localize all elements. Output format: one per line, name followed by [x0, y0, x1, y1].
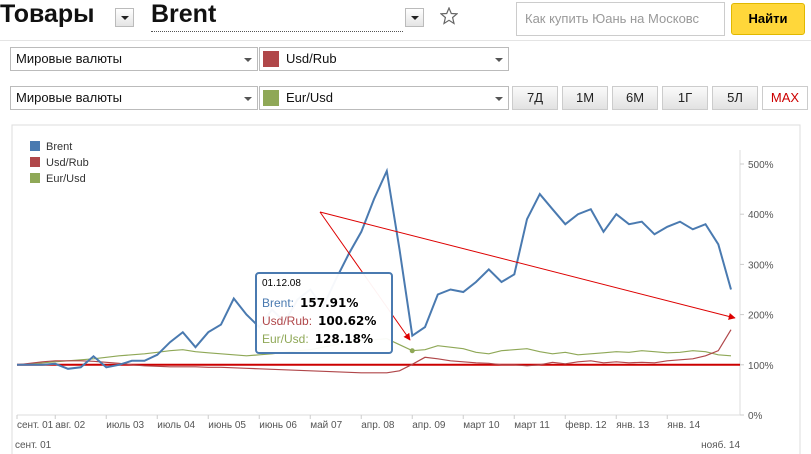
instrument-dropdown[interactable] [405, 8, 424, 27]
tooltip-label: Eur/Usd: [262, 332, 309, 346]
period-button[interactable]: 5Л [712, 86, 758, 110]
instrument-select[interactable]: Eur/Usd [259, 86, 509, 110]
tooltip-label: Usd/Rub: [262, 314, 313, 328]
tooltip-row: Eur/Usd: 128.18% [262, 330, 386, 348]
tooltip-value: 100.62% [318, 314, 377, 328]
tooltip-label: Brent: [262, 296, 295, 310]
x-tick-label: май 07 [310, 420, 342, 431]
favorite-star[interactable] [440, 7, 458, 25]
group-select[interactable]: Мировые валюты [10, 86, 258, 110]
instrument-select[interactable]: Usd/Rub [259, 47, 509, 71]
tooltip-marker [409, 348, 415, 354]
instrument-label: Eur/Usd [286, 90, 333, 105]
y-tick-label: 300% [748, 260, 774, 271]
legend-label: Usd/Rub [46, 157, 89, 169]
x-tick-label: март 11 [514, 420, 550, 431]
range-start: сент. 01 [15, 440, 52, 451]
divider [0, 40, 811, 41]
y-tick-label: 100% [748, 361, 774, 372]
group-label: Мировые валюты [16, 51, 122, 66]
x-tick-label: июль 04 [157, 420, 195, 431]
x-tick-label: апр. 08 [361, 420, 395, 431]
y-tick-label: 400% [748, 210, 774, 221]
tooltip-value: 157.91% [300, 296, 359, 310]
x-tick-label: июнь 05 [208, 420, 246, 431]
search-button[interactable]: Найти [731, 3, 805, 35]
category-title: Товары [0, 0, 95, 28]
tooltip-row: Usd/Rub: 100.62% [262, 312, 386, 330]
x-tick-label: июль 03 [106, 420, 144, 431]
tooltip-date: 01.12.08 [262, 278, 301, 289]
series-line [16, 329, 732, 374]
period-button[interactable]: 1Г [662, 86, 708, 110]
instrument-title[interactable]: Brent [151, 0, 403, 32]
x-tick-label: апр. 09 [412, 420, 446, 431]
series-line [17, 167, 732, 370]
x-tick-label: авг. 02 [55, 420, 85, 431]
plot: 0% 100% 200% 300% 400% 500% сент. 01 авг. 02 июл… [15, 141, 774, 451]
legend-swatch [30, 141, 40, 151]
x-tick-label: янв. 14 [667, 420, 700, 431]
tooltip-value: 128.18% [314, 332, 374, 346]
period-button[interactable]: 1М [562, 86, 608, 110]
group-label: Мировые валюты [16, 90, 122, 105]
x-tick-label: февр. 12 [565, 419, 607, 431]
tooltip: 01.12.08 Brent: 157.91% Usd/Rub: 100.62% E… [255, 272, 393, 354]
period-button[interactable]: MAX [762, 86, 808, 110]
color-swatch [263, 51, 279, 67]
group-select[interactable]: Мировые валюты [10, 47, 258, 71]
period-button[interactable]: 6М [612, 86, 658, 110]
legend-swatch [30, 157, 40, 167]
y-tick-label: 0% [748, 411, 763, 422]
category-dropdown[interactable] [115, 8, 134, 27]
x-tick-label: сент. 01 [17, 420, 54, 431]
y-tick-label: 500% [748, 160, 774, 171]
color-swatch [263, 90, 279, 106]
y-tick-label: 200% [748, 311, 774, 322]
range-end: нояб. 14 [701, 439, 740, 451]
search-input[interactable]: Как купить Юань на Московс [516, 2, 725, 36]
tooltip-row: Brent: 157.91% [262, 294, 386, 312]
instrument-label: Usd/Rub [286, 51, 337, 66]
legend-swatch [30, 173, 40, 183]
x-tick-label: янв. 13 [616, 420, 649, 431]
x-tick-label: июнь 06 [259, 420, 297, 431]
x-tick-label: март 10 [463, 420, 500, 431]
legend-label: Brent [46, 141, 72, 153]
legend-label: Eur/Usd [46, 173, 86, 185]
annotation-arrow [319, 211, 736, 320]
period-button[interactable]: 7Д [512, 86, 558, 110]
